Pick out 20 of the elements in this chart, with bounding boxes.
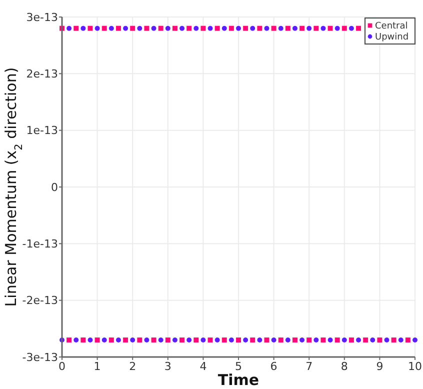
y-tick-label: 3e-13 bbox=[26, 10, 58, 24]
x-tick-label: 3 bbox=[164, 360, 172, 373]
legend-label: Central bbox=[375, 22, 408, 32]
x-tick-label: 4 bbox=[200, 360, 207, 373]
x-tick-label: 7 bbox=[306, 360, 313, 373]
x-tick-label: 1 bbox=[94, 360, 101, 373]
x-tick-label: 9 bbox=[376, 360, 384, 373]
x-tick-label: 6 bbox=[270, 360, 278, 373]
x-tick-label: 2 bbox=[129, 360, 136, 373]
legend-label: Upwind bbox=[375, 32, 409, 43]
x-axis-title: Time bbox=[218, 371, 260, 389]
y-tick-label: -1e-13 bbox=[22, 238, 58, 251]
y-tick-label: 1e-13 bbox=[26, 124, 58, 138]
y-tick-label: 0 bbox=[51, 180, 58, 194]
y-tick-label: -2e-13 bbox=[22, 294, 58, 308]
x-tick-label: 8 bbox=[340, 360, 348, 373]
y-tick-label: 2e-13 bbox=[26, 68, 58, 81]
y-tick-label: -3e-13 bbox=[22, 350, 58, 364]
x-tick-label: 5 bbox=[235, 360, 242, 373]
x-tick-label: 10 bbox=[408, 360, 422, 373]
